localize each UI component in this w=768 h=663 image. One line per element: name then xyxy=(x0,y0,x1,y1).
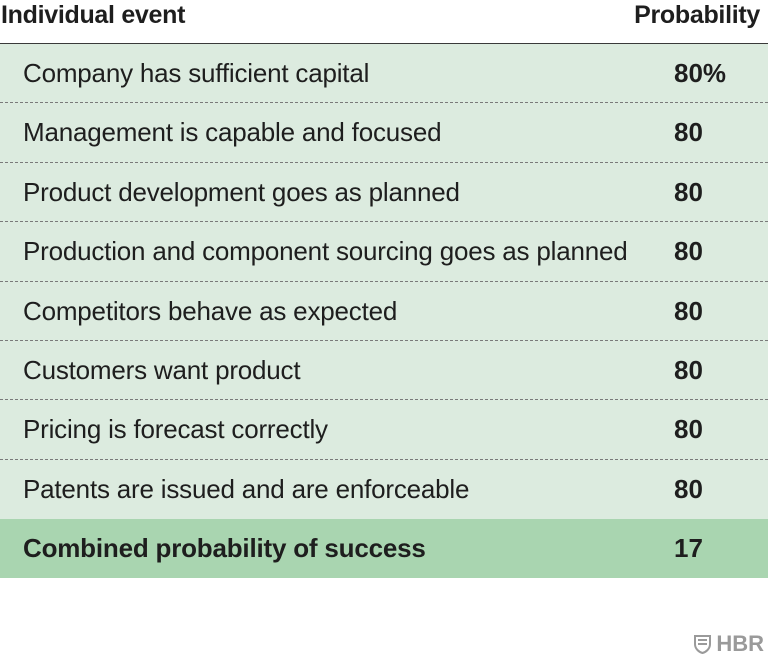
event-label: Competitors behave as expected xyxy=(23,295,398,326)
total-row: Combined probability of success 17 xyxy=(0,519,768,578)
table-header: Individual event Probability xyxy=(0,0,768,44)
table-row: Product development goes as planned 80 xyxy=(0,163,768,223)
hbr-shield-icon xyxy=(694,634,712,654)
total-label: Combined probability of success xyxy=(23,533,426,563)
hbr-logo-text: HBR xyxy=(716,631,764,656)
event-label: Customers want product xyxy=(23,354,301,385)
table-row: Patents are issued and are enforceable 8… xyxy=(0,460,768,519)
probability-value: 80 xyxy=(674,176,703,207)
probability-value: 80% xyxy=(674,58,727,88)
event-label: Company has sufficient capital xyxy=(23,58,370,88)
event-label: Product development goes as planned xyxy=(23,176,460,207)
total-value: 17 xyxy=(674,533,703,563)
table-row: Management is capable and focused 80 xyxy=(0,103,768,163)
probability-value: 80 xyxy=(674,473,703,504)
table-row: Pricing is forecast correctly 80 xyxy=(0,400,768,460)
column-header-probability: Probability xyxy=(634,1,760,29)
event-label: Pricing is forecast correctly xyxy=(23,414,328,445)
table-row: Production and component sourcing goes a… xyxy=(0,222,768,282)
hbr-logo: HBR xyxy=(694,631,764,657)
probability-value: 80 xyxy=(674,354,703,385)
table-row: Company has sufficient capital 80% xyxy=(0,44,768,104)
column-header-event: Individual event xyxy=(1,1,186,29)
probability-value: 80 xyxy=(674,414,703,445)
probability-value: 80 xyxy=(674,236,703,267)
table-row: Competitors behave as expected 80 xyxy=(0,282,768,341)
event-label: Production and component sourcing goes a… xyxy=(23,236,628,267)
probability-value: 80 xyxy=(674,117,703,148)
event-label: Management is capable and focused xyxy=(23,117,442,148)
table-body: Company has sufficient capital 80% Manag… xyxy=(0,44,768,520)
table-row: Customers want product 80 xyxy=(0,341,768,401)
probability-value: 80 xyxy=(674,295,703,326)
event-label: Patents are issued and are enforceable xyxy=(23,473,470,504)
